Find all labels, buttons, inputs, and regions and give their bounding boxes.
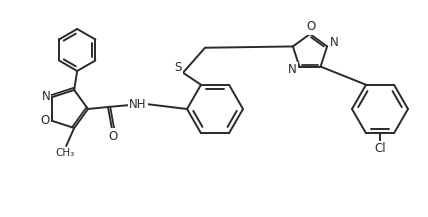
Text: O: O xyxy=(40,114,50,127)
Text: N: N xyxy=(288,63,297,76)
Text: Cl: Cl xyxy=(374,143,386,156)
Text: NH: NH xyxy=(129,97,147,110)
Text: CH₃: CH₃ xyxy=(56,148,75,158)
Text: N: N xyxy=(42,90,50,103)
Text: O: O xyxy=(108,130,118,143)
Text: N: N xyxy=(330,36,339,49)
Text: S: S xyxy=(174,61,182,74)
Text: O: O xyxy=(306,20,315,33)
